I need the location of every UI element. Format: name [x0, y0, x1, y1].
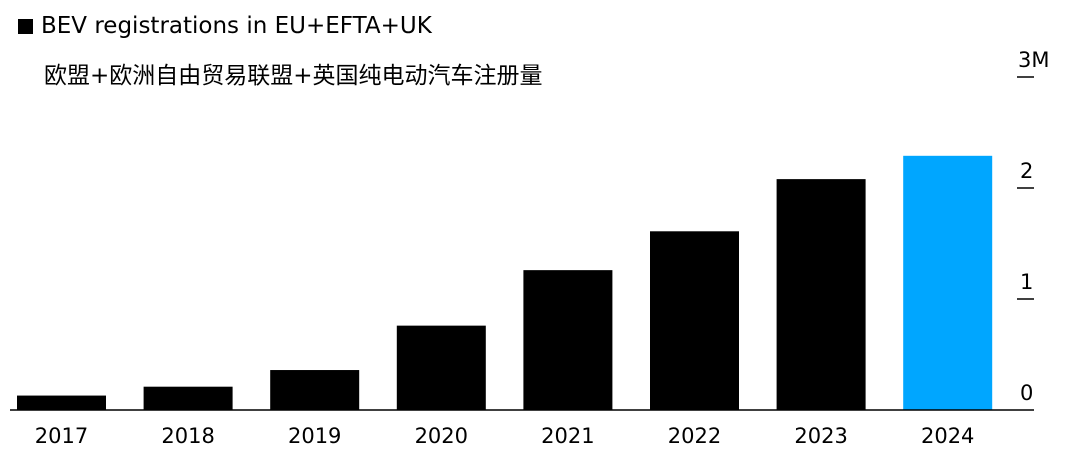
x-tick-label-2020: 2020	[415, 424, 468, 448]
legend-swatch	[18, 18, 33, 34]
chart-title: BEV registrations in EU+EFTA+UK	[41, 13, 432, 39]
bar-2020	[396, 325, 486, 410]
bar-2022	[650, 231, 739, 410]
x-tick-label-2023: 2023	[794, 424, 847, 448]
x-tick-label-2019: 2019	[288, 424, 341, 448]
legend: BEV registrations in EU+EFTA+UK	[18, 11, 432, 41]
y-tick-label-2: 2	[1020, 159, 1033, 183]
bar-2019	[270, 370, 360, 410]
y-tick-label-3: 3M	[1018, 48, 1049, 72]
y-tick-label-0: 0	[1020, 381, 1033, 405]
bar-2017	[17, 395, 106, 410]
x-tick-label-2024: 2024	[921, 424, 974, 448]
bar-2021	[523, 270, 613, 410]
x-tick-label-2017: 2017	[35, 424, 88, 448]
chart-subtitle: 欧盟+欧洲自由贸易联盟+英国纯电动汽车注册量	[44, 63, 543, 89]
y-tick-label-1: 1	[1020, 270, 1033, 294]
bar-2024	[903, 155, 993, 410]
bar-2023	[776, 179, 866, 410]
x-tick-label-2018: 2018	[161, 424, 214, 448]
x-tick-label-2022: 2022	[668, 424, 721, 448]
bar-2018	[143, 386, 233, 410]
x-tick-label-2021: 2021	[541, 424, 594, 448]
